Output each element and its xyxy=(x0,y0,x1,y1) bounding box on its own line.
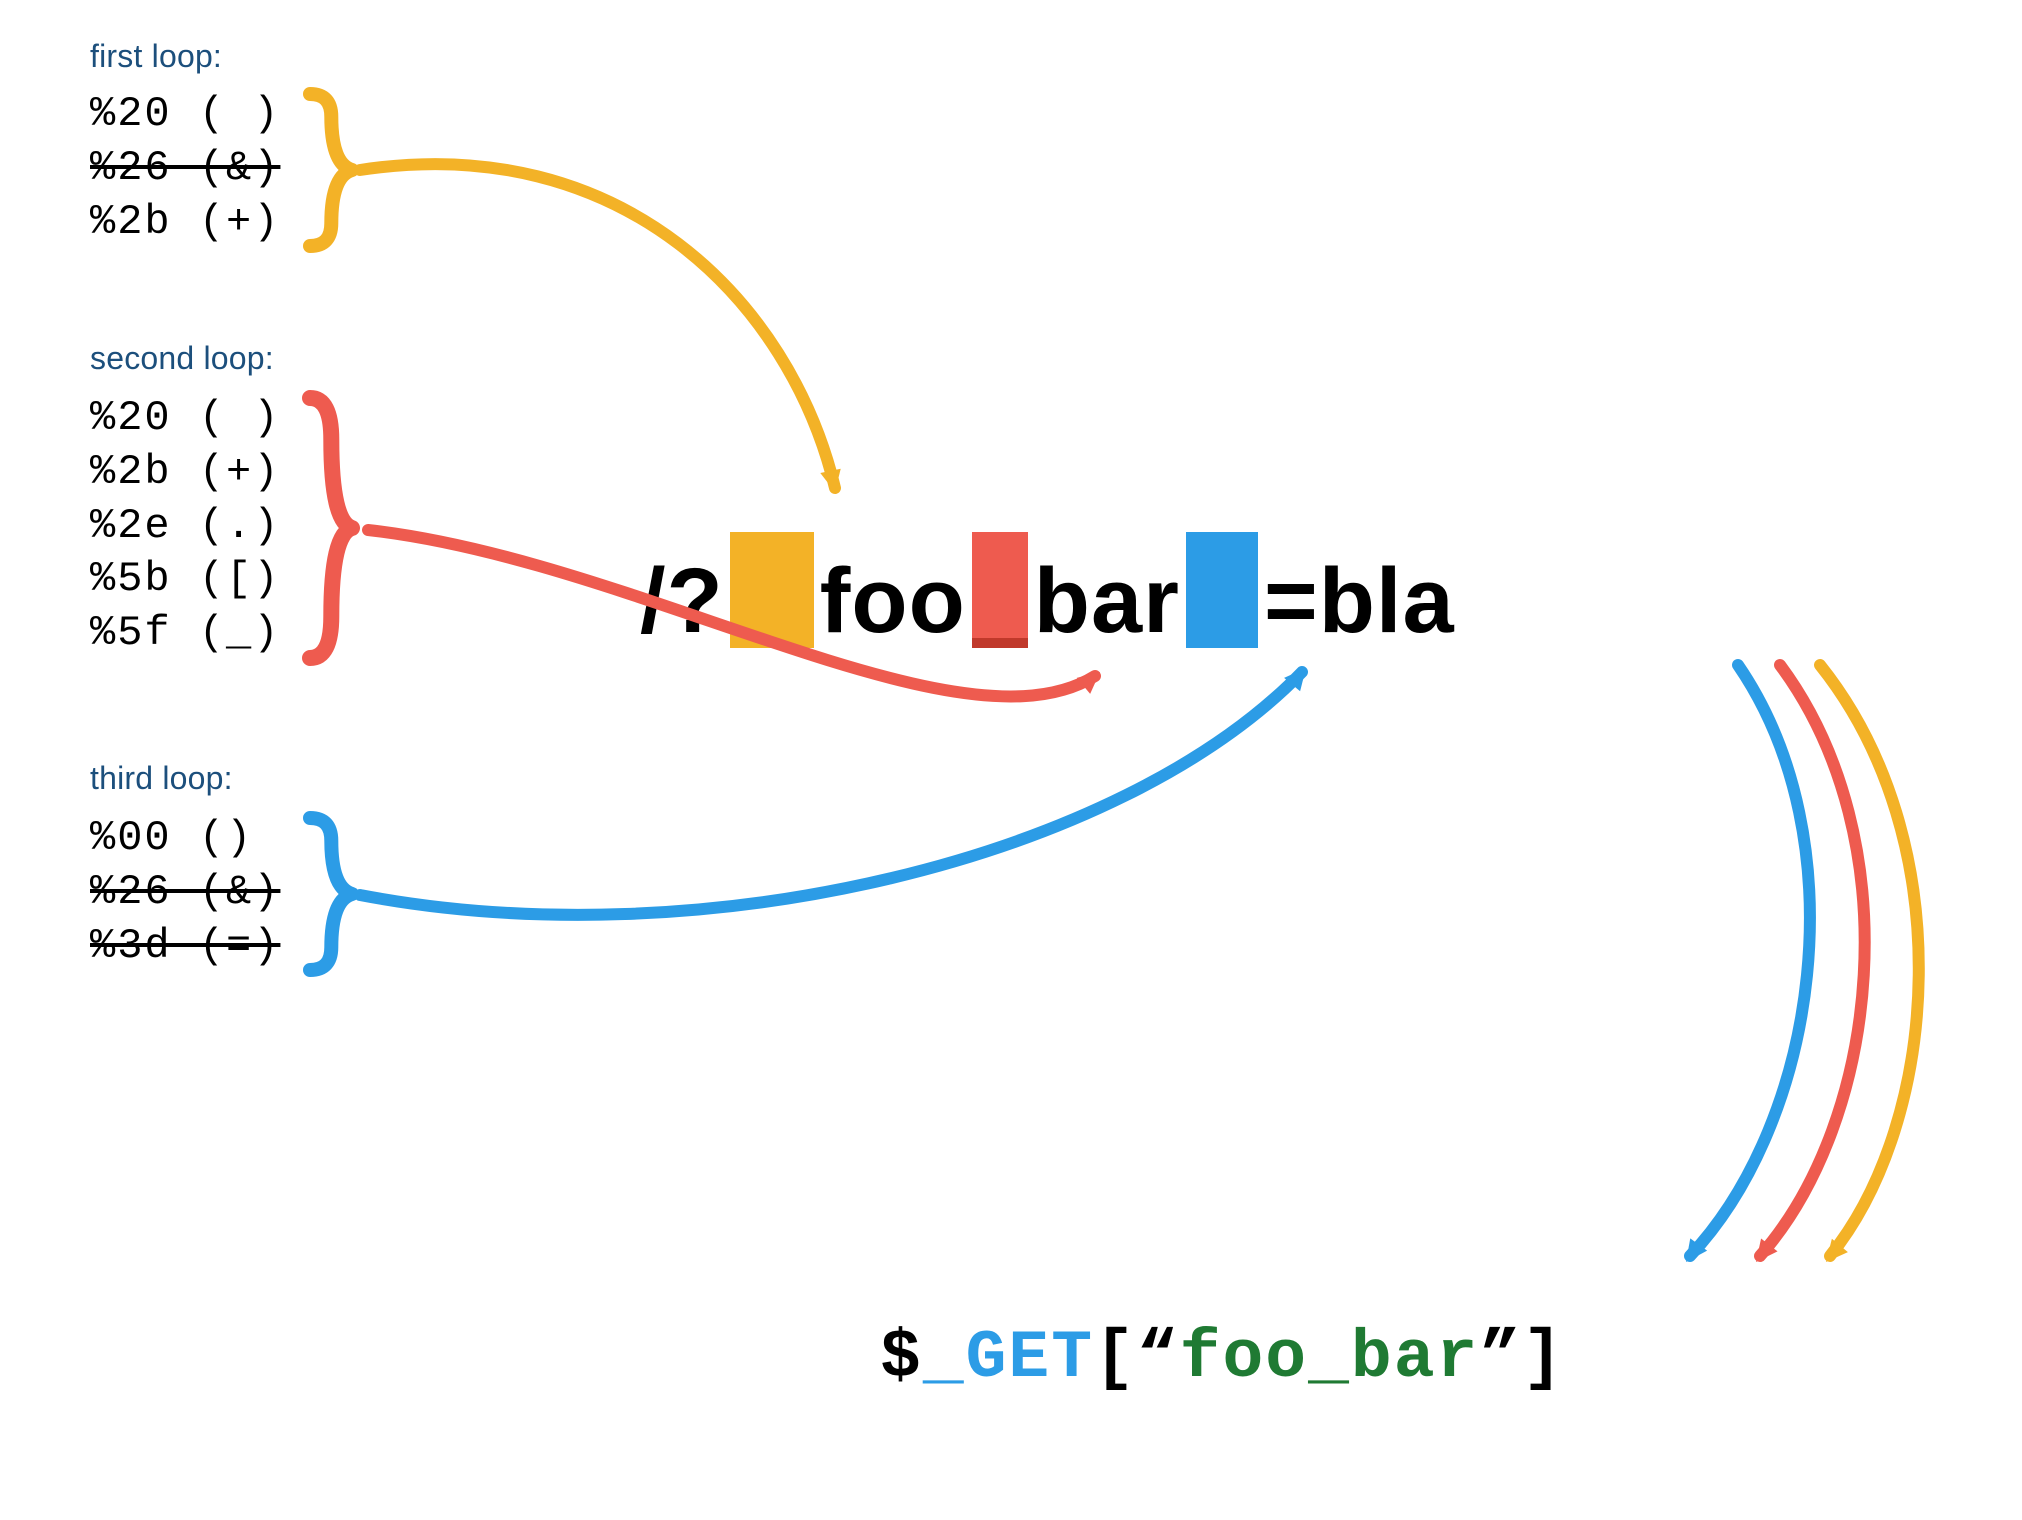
loop-item: %20 ( ) xyxy=(90,88,280,142)
get-part-4: ”] xyxy=(1479,1320,1565,1397)
loop-item: %00 () xyxy=(90,812,280,866)
url-slot-2-underline xyxy=(972,638,1028,648)
url-text: foo xyxy=(820,550,966,652)
brace-1 xyxy=(306,88,372,272)
loop-item: %5f (_) xyxy=(90,607,280,661)
get-part-2: [“ xyxy=(1094,1320,1180,1397)
arrow-yellow-to-get xyxy=(1820,665,1919,1256)
diagram-stage: first loop:%20 ( )%26 (&)%2b (+)second l… xyxy=(0,0,2022,1520)
url-slot-2 xyxy=(972,532,1028,648)
loop-item: %2e (.) xyxy=(90,500,280,554)
arrows-layer xyxy=(0,0,2022,1520)
arrow-blue-to-get xyxy=(1690,665,1810,1256)
loop-list-3: %00 ()%26 (&)%3d (=) xyxy=(90,812,280,973)
url-text: /? xyxy=(640,550,724,652)
arrow-blue-to-url xyxy=(360,672,1302,915)
arrow-red-to-get xyxy=(1760,665,1865,1256)
php-get-expression: $_GET[“foo_bar”] xyxy=(880,1320,1565,1397)
loop-label-1: first loop: xyxy=(90,38,222,75)
loop-item: %26 (&) xyxy=(90,142,280,196)
url-string: /? foobar =bla xyxy=(640,532,1455,654)
arrow-yellow-to-url xyxy=(360,164,835,488)
loop-list-2: %20 ( )%2b (+)%2e (.)%5b ([)%5f (_) xyxy=(90,392,280,661)
get-part-3: foo_bar xyxy=(1180,1320,1480,1397)
loop-label-3: third loop: xyxy=(90,760,233,797)
brace-2 xyxy=(306,392,372,684)
url-slot-1 xyxy=(730,532,814,648)
get-part-0: $ xyxy=(880,1320,923,1397)
url-text: =bla xyxy=(1264,550,1455,652)
loop-list-1: %20 ( )%26 (&)%2b (+) xyxy=(90,88,280,249)
loop-item: %20 ( ) xyxy=(90,392,280,446)
loop-item: %2b (+) xyxy=(90,446,280,500)
loop-label-2: second loop: xyxy=(90,340,274,377)
loop-item: %26 (&) xyxy=(90,866,280,920)
url-text: bar xyxy=(1034,550,1180,652)
loop-item: %3d (=) xyxy=(90,920,280,974)
url-slot-3 xyxy=(1186,532,1258,648)
get-part-1: _GET xyxy=(923,1320,1094,1397)
loop-item: %2b (+) xyxy=(90,196,280,250)
loop-item: %5b ([) xyxy=(90,553,280,607)
brace-3 xyxy=(306,812,372,996)
